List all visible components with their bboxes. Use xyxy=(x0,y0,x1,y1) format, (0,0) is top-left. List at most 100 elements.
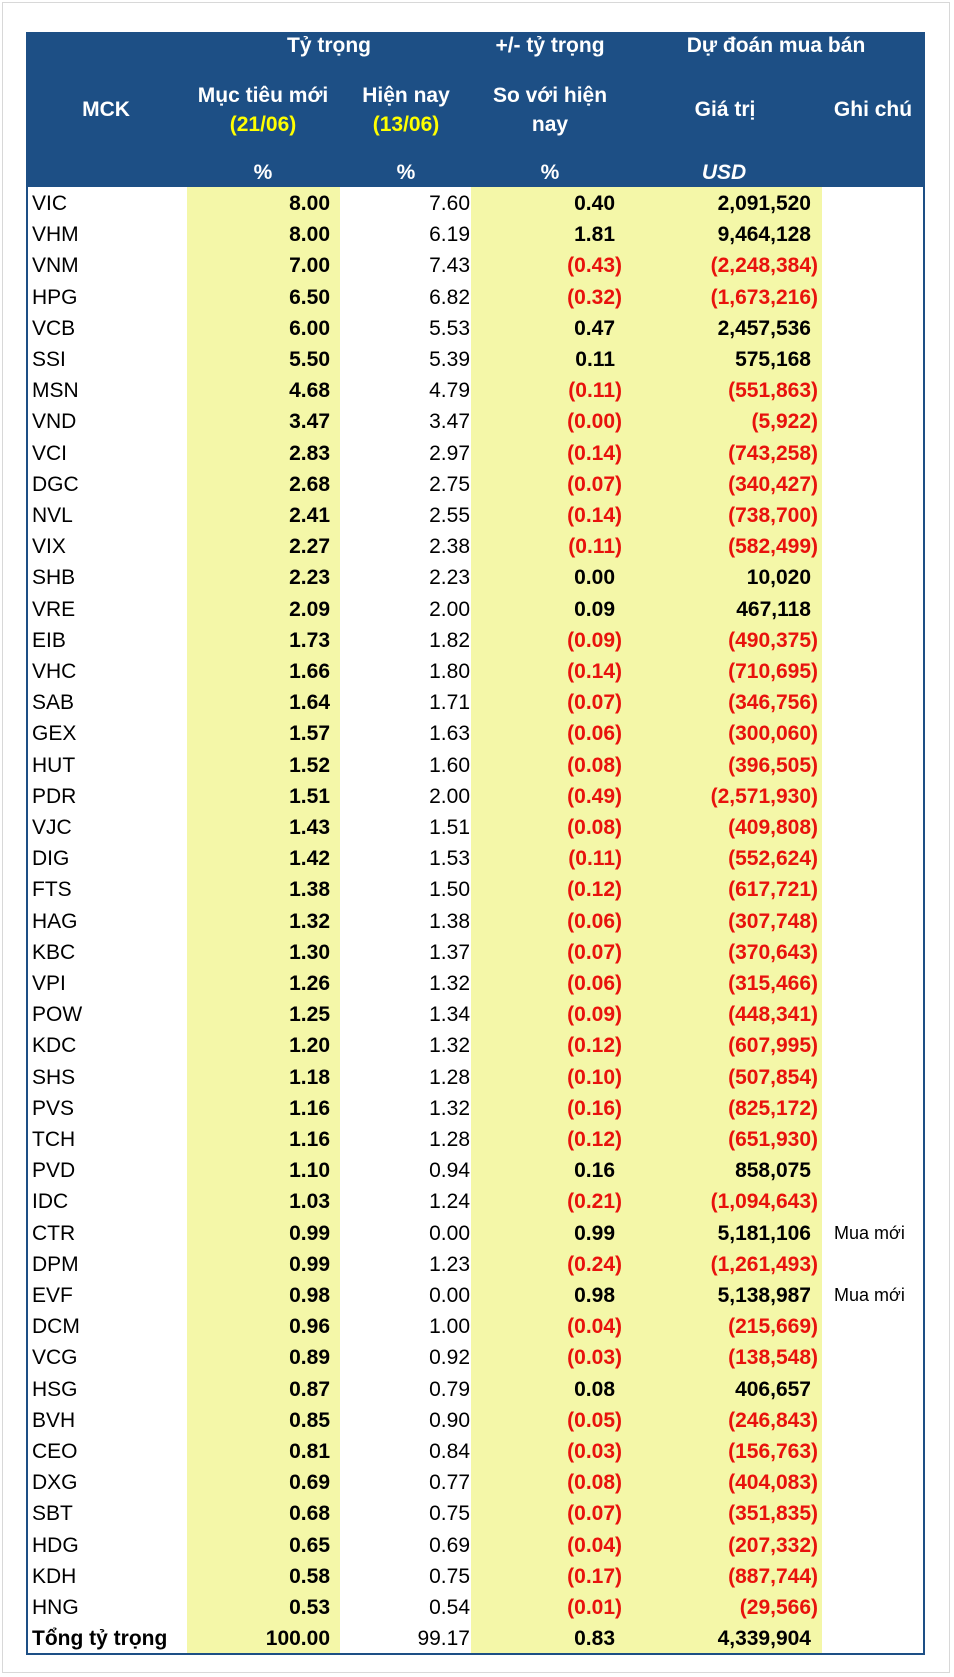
cell: 7.43 xyxy=(429,254,470,278)
cell: 1.32 xyxy=(429,972,470,995)
cell: 1.43 xyxy=(289,816,330,839)
cell: 1.60 xyxy=(429,753,470,777)
cell: (340,427) xyxy=(728,472,818,496)
group-header: +/- tỷ trọng xyxy=(495,34,605,57)
cell: (0.09) xyxy=(567,1003,622,1027)
table-header: Tỷ trọng +/- tỷ trọng Dự đoán mua bán MC… xyxy=(26,32,925,187)
cell: 1.38 xyxy=(429,909,470,933)
ticker: IDC xyxy=(32,1190,69,1214)
cell: (0.10) xyxy=(567,1065,622,1089)
cell: 4.79 xyxy=(429,379,470,403)
cell: 0.47 xyxy=(574,316,615,340)
cell: (0.06) xyxy=(567,972,622,995)
column-header: Hiện nay xyxy=(362,84,450,107)
cell: 1.37 xyxy=(429,940,470,964)
cell: 0.00 xyxy=(574,566,615,590)
ticker: SAB xyxy=(32,691,75,715)
ticker: HPG xyxy=(32,285,78,309)
cell: 1.24 xyxy=(429,1190,470,1214)
cell: (246,843) xyxy=(728,1408,818,1432)
cell: 1.71 xyxy=(429,691,470,715)
cell: (307,748) xyxy=(728,909,818,933)
ticker: TCH xyxy=(32,1128,76,1151)
cell: 4.68 xyxy=(289,379,330,403)
cell: (0.08) xyxy=(567,816,622,839)
cell: 1.66 xyxy=(289,660,330,683)
cell: 8.00 xyxy=(289,192,330,215)
cell: 1.64 xyxy=(289,691,330,715)
cell: (0.32) xyxy=(567,285,622,309)
cell: 467,118 xyxy=(736,597,811,621)
ticker: KDC xyxy=(32,1034,77,1058)
cell: (138,548) xyxy=(728,1346,818,1370)
cell: 2.68 xyxy=(289,472,330,496)
cell: 0.77 xyxy=(429,1471,470,1495)
cell: (0.12) xyxy=(567,878,622,902)
cell: 0.00 xyxy=(429,1221,470,1245)
cell: 0.96 xyxy=(289,1315,330,1339)
cell: (1,261,493) xyxy=(710,1252,818,1276)
cell: 1.52 xyxy=(289,753,330,777)
ticker: VNM xyxy=(32,254,79,278)
cell: 100.00 xyxy=(265,1627,330,1651)
cell: (0.17) xyxy=(567,1564,622,1588)
cell: 0.58 xyxy=(289,1564,330,1588)
cell: (0.14) xyxy=(567,441,622,465)
ticker: KBC xyxy=(32,940,76,964)
cell: 1.16 xyxy=(289,1128,330,1151)
cell: (825,172) xyxy=(728,1096,818,1120)
cell: 0.98 xyxy=(289,1284,330,1307)
cell: 2.75 xyxy=(429,472,470,496)
ticker: SBT xyxy=(32,1502,73,1526)
column-unit: % xyxy=(253,161,273,184)
cell: 0.89 xyxy=(289,1346,330,1370)
column-bg xyxy=(187,187,340,1655)
ticker: HDG xyxy=(32,1533,79,1557)
ticker: VCB xyxy=(32,316,76,340)
cell: 0.16 xyxy=(574,1159,615,1183)
cell: (0.03) xyxy=(567,1346,622,1370)
cell: 0.40 xyxy=(574,192,615,215)
cell: 0.81 xyxy=(289,1440,330,1463)
ticker: VHC xyxy=(32,660,77,683)
cell: (5,922) xyxy=(751,410,818,434)
cell: 0.69 xyxy=(289,1471,330,1495)
cell: (0.01) xyxy=(567,1596,622,1619)
cell: 0.99 xyxy=(289,1221,330,1245)
cell: 6.50 xyxy=(289,285,330,309)
ticker: DPM xyxy=(32,1252,79,1276)
ticker: Tổng tỷ trọng xyxy=(32,1627,168,1651)
cell: 1.32 xyxy=(289,909,330,933)
cell: 1.28 xyxy=(429,1065,470,1089)
cell: (0.06) xyxy=(567,909,622,933)
cell: 0.69 xyxy=(429,1533,470,1557)
cell: (0.14) xyxy=(567,660,622,683)
cell: 10,020 xyxy=(746,566,811,590)
ticker: SHS xyxy=(32,1065,76,1089)
cell: 8.00 xyxy=(289,223,330,247)
cell: 6.19 xyxy=(429,223,470,247)
cell: 2.97 xyxy=(429,441,470,465)
cell: (1,094,643) xyxy=(710,1190,818,1214)
cell: 3.47 xyxy=(429,410,470,434)
cell: 5,181,106 xyxy=(717,1221,811,1245)
cell: (396,505) xyxy=(728,753,818,777)
cell: 1.57 xyxy=(289,722,330,746)
cell: 0.98 xyxy=(574,1284,615,1307)
column-header: MCK xyxy=(82,98,130,121)
column-date: (13/06) xyxy=(372,113,440,136)
cell: 1.00 xyxy=(429,1315,470,1339)
cell: (0.05) xyxy=(567,1408,622,1432)
ticker: PVS xyxy=(32,1096,75,1120)
cell: (351,835) xyxy=(728,1502,818,1526)
cell: (315,466) xyxy=(728,972,818,995)
cell: (887,744) xyxy=(728,1564,818,1588)
ticker: SHB xyxy=(32,566,76,590)
cell: 0.09 xyxy=(574,597,615,621)
cell: (448,341) xyxy=(728,1003,818,1027)
column-header: Ghi chú xyxy=(833,98,913,121)
cell: (215,669) xyxy=(728,1315,818,1339)
cell: 2.00 xyxy=(429,597,470,621)
